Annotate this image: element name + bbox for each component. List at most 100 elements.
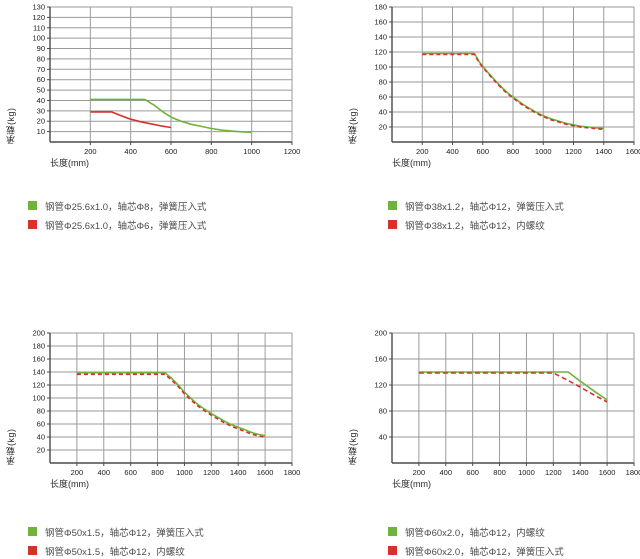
x-axis-title: 长度(mm) [50, 479, 89, 489]
svg-text:110: 110 [33, 23, 45, 32]
svg-text:1200: 1200 [565, 147, 582, 156]
svg-text:1200: 1200 [545, 468, 562, 477]
legend-swatch-green [28, 527, 37, 536]
legend-item: 钢管Φ50x1.5，轴芯Φ12，内螺纹 [28, 541, 204, 559]
legend: 钢管Φ50x1.5，轴芯Φ12，弹簧压入式 钢管Φ50x1.5，轴芯Φ12，内螺… [28, 522, 204, 559]
x-axis-title: 长度(mm) [50, 158, 89, 168]
legend-swatch-green [388, 201, 397, 210]
svg-text:30: 30 [37, 106, 45, 115]
tick-labels: 20 40 60 80 100 120 140 160 180 200 200 400 600 800 10… [32, 329, 300, 478]
svg-text:180: 180 [374, 3, 387, 12]
legend-item: 钢管Φ60x2.0，轴芯Φ12，内螺纹 [388, 522, 564, 541]
svg-text:160: 160 [32, 355, 45, 364]
svg-text:130: 130 [32, 3, 45, 12]
svg-text:800: 800 [507, 147, 520, 156]
svg-text:200: 200 [84, 147, 97, 156]
svg-text:80: 80 [379, 407, 387, 416]
svg-text:10: 10 [37, 127, 45, 136]
legend-label: 钢管Φ25.6x1.0，轴芯Φ8，弹簧压入式 [45, 201, 207, 213]
svg-text:1400: 1400 [230, 468, 247, 477]
legend: 钢管Φ38x1.2，轴芯Φ12，弹簧压入式 钢管Φ38x1.2，轴芯Φ12，内螺… [388, 196, 564, 234]
axis-spines [391, 333, 634, 464]
svg-text:1600: 1600 [626, 147, 640, 156]
legend-swatch-red [388, 220, 397, 229]
svg-text:800: 800 [151, 468, 164, 477]
svg-text:100: 100 [32, 34, 45, 43]
svg-text:80: 80 [37, 407, 45, 416]
svg-text:400: 400 [440, 468, 453, 477]
svg-text:80: 80 [37, 54, 45, 63]
svg-text:400: 400 [124, 147, 137, 156]
legend-swatch-green [28, 201, 37, 210]
svg-text:800: 800 [493, 468, 506, 477]
svg-text:1200: 1200 [284, 147, 301, 156]
y-axis-title: 承载(kg) [6, 428, 16, 466]
chart-group-tube60: 承载(kg) 40 80 120 160 200 200 400 600 800 1000 1200… [342, 326, 640, 559]
svg-text:60: 60 [37, 75, 45, 84]
svg-text:160: 160 [374, 355, 387, 364]
y-axis-title: 承载(kg) [348, 428, 358, 466]
svg-text:1400: 1400 [595, 147, 612, 156]
legend-item: 钢管Φ25.6x1.0，轴芯Φ8，弹簧压入式 [28, 196, 206, 215]
svg-text:1800: 1800 [626, 468, 640, 477]
svg-text:20: 20 [37, 446, 45, 455]
tick-labels: 20 40 60 80 100 120 140 160 180 200 400 600 800 1000 1… [374, 3, 640, 157]
svg-text:1000: 1000 [535, 147, 552, 156]
legend-label: 钢管Φ60x2.0，轴芯Φ12，内螺纹 [405, 527, 545, 539]
svg-text:60: 60 [379, 93, 387, 102]
legend: 钢管Φ60x2.0，轴芯Φ12，内螺纹 钢管Φ60x2.0，轴芯Φ12，弹簧压入… [388, 522, 564, 559]
legend-item: 钢管Φ38x1.2，轴芯Φ12，弹簧压入式 [388, 196, 564, 215]
svg-text:800: 800 [205, 147, 218, 156]
series-line-green [90, 98, 252, 134]
legend-label: 钢管Φ50x1.5，轴芯Φ12，弹簧压入式 [45, 527, 204, 539]
x-axis-title: 长度(mm) [392, 479, 431, 489]
legend-swatch-green [388, 527, 397, 536]
svg-text:200: 200 [416, 147, 429, 156]
svg-text:1000: 1000 [518, 468, 535, 477]
svg-text:70: 70 [37, 65, 45, 74]
gridlines [47, 332, 293, 466]
svg-text:200: 200 [374, 329, 387, 338]
legend: 钢管Φ25.6x1.0，轴芯Φ8，弹簧压入式 钢管Φ25.6x1.0，轴芯Φ6，… [28, 196, 206, 234]
chart-group-tube25: 承载(kg) 10 20 30 40 50 60 70 80 90 100 110 120 130 200… [0, 0, 322, 280]
svg-text:1000: 1000 [176, 468, 193, 477]
legend-item: 钢管Φ25.6x1.0，轴芯Φ6，弹簧压入式 [28, 215, 206, 234]
legend-swatch-red [28, 546, 37, 555]
legend-item: 钢管Φ60x2.0，轴芯Φ12，弹簧压入式 [388, 541, 564, 559]
svg-text:80: 80 [379, 78, 387, 87]
svg-text:400: 400 [98, 468, 111, 477]
series-line-green [76, 371, 266, 437]
svg-text:20: 20 [379, 123, 387, 132]
legend-label: 钢管Φ50x1.5，轴芯Φ12，内螺纹 [45, 546, 185, 558]
svg-text:40: 40 [37, 433, 45, 442]
svg-text:200: 200 [71, 468, 84, 477]
legend-swatch-red [388, 546, 397, 555]
svg-text:600: 600 [466, 468, 479, 477]
svg-text:180: 180 [32, 342, 45, 351]
series-line-red [422, 53, 604, 131]
svg-text:1400: 1400 [572, 468, 589, 477]
legend-swatch-red [28, 220, 37, 229]
legend-label: 钢管Φ38x1.2，轴芯Φ12，弹簧压入式 [405, 201, 564, 213]
svg-text:1800: 1800 [284, 468, 301, 477]
svg-text:140: 140 [374, 33, 387, 42]
svg-text:40: 40 [379, 433, 387, 442]
chart-plot: 20 40 60 80 100 120 140 160 180 200 200 400 600 800 10… [32, 329, 300, 478]
series-line-red [76, 373, 266, 439]
x-axis-title: 长度(mm) [392, 158, 431, 168]
svg-text:50: 50 [37, 86, 45, 95]
series-line-red [418, 372, 608, 403]
series-line-red [90, 111, 172, 129]
svg-text:140: 140 [32, 368, 45, 377]
svg-text:600: 600 [124, 468, 137, 477]
svg-text:200: 200 [413, 468, 426, 477]
svg-text:120: 120 [374, 48, 387, 57]
svg-text:200: 200 [32, 329, 45, 338]
gridlines [47, 6, 293, 145]
svg-text:120: 120 [32, 381, 45, 390]
svg-text:100: 100 [32, 394, 45, 403]
svg-text:20: 20 [37, 117, 45, 126]
svg-text:100: 100 [374, 63, 387, 72]
